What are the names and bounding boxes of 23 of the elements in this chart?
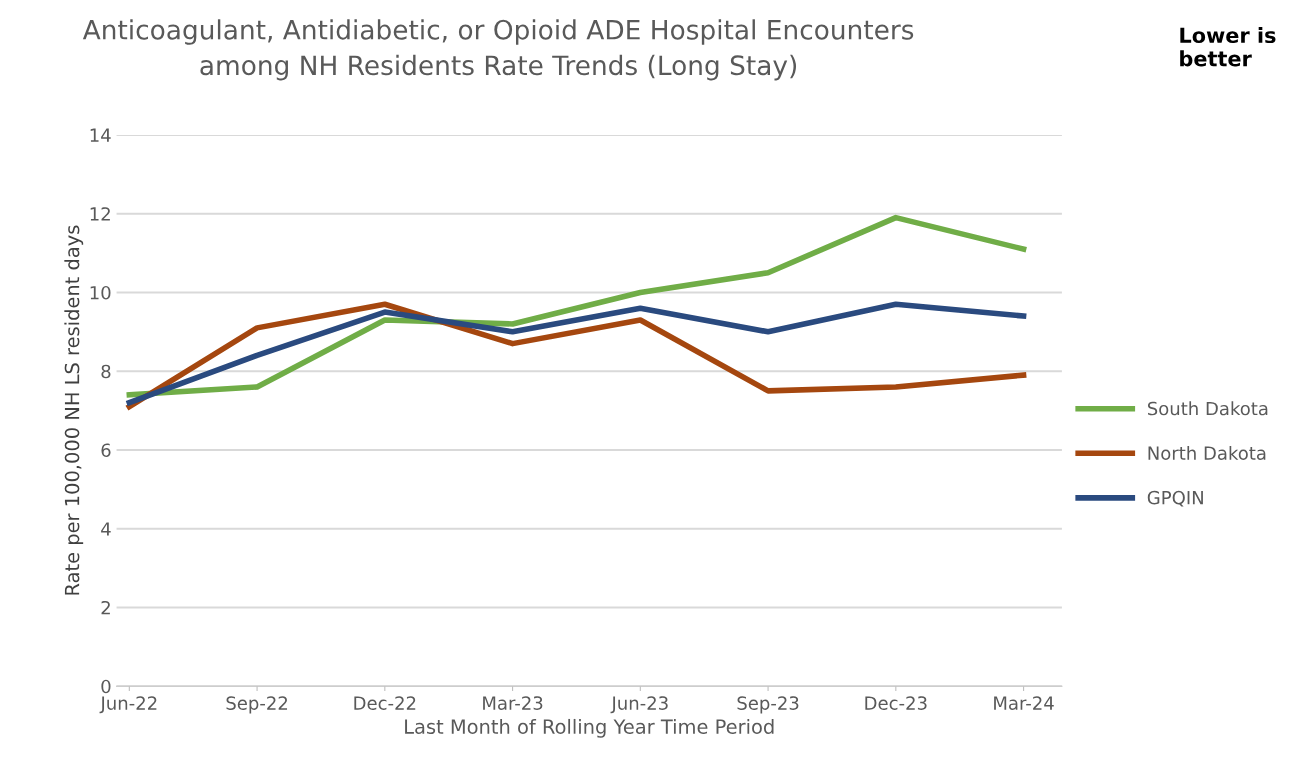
legend-label: South Dakota <box>1147 401 1268 416</box>
y-tick-label: 2 <box>101 600 110 615</box>
x-tick-label: Jun-22 <box>99 696 157 714</box>
y-tick-label: 6 <box>101 443 111 458</box>
chart-title: Anticoagulant, Antidiabetic, or Opioid ADE Hospital Encounters among NH Residents Rate Trends (Long Stay) <box>82 19 914 81</box>
x-tick-label: Mar-24 <box>994 696 1054 710</box>
y-axis-title: Rate per 100,000 NH LS resident days <box>64 225 84 595</box>
x-axis-title: Last Month of Rolling Year Time Period <box>405 718 774 738</box>
text: Lower is better <box>1180 26 1276 67</box>
y-tick-label: 12 <box>90 207 110 221</box>
x-tick-label: Dec-22 <box>354 696 416 710</box>
y-tick-label: 0 <box>101 679 111 694</box>
x-tick-label: Sep-23 <box>737 696 799 714</box>
x-tick-label: Mar-23 <box>483 696 543 710</box>
x-tick-label: Dec-23 <box>865 696 927 710</box>
y-tick-label: 14 <box>90 128 111 142</box>
legend-label: GPQIN <box>1147 490 1203 507</box>
y-tick-label: 4 <box>101 522 111 536</box>
x-tick-label: Sep-22 <box>226 696 288 714</box>
x-tick-label: Jun-23 <box>610 696 668 714</box>
legend-label: North Dakota <box>1148 445 1266 460</box>
y-tick-label: 8 <box>101 364 111 379</box>
y-tick-label: 10 <box>90 285 111 300</box>
